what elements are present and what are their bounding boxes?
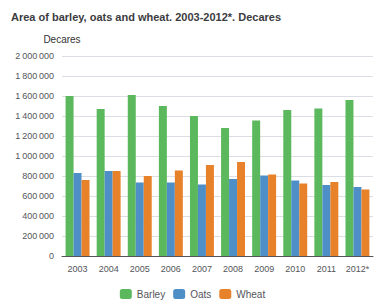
svg-text:1 400 000: 1 400 000 — [15, 111, 54, 121]
svg-text:2004: 2004 — [99, 264, 119, 274]
svg-text:800 000: 800 000 — [22, 171, 54, 181]
svg-text:2 000 000: 2 000 000 — [15, 51, 54, 61]
svg-text:2012*: 2012* — [346, 264, 370, 274]
svg-text:1 000 000: 1 000 000 — [15, 151, 54, 161]
svg-text:2003: 2003 — [68, 264, 88, 274]
svg-text:1 200 000: 1 200 000 — [15, 131, 54, 141]
svg-text:2011: 2011 — [317, 264, 336, 274]
svg-text:2008: 2008 — [223, 264, 243, 274]
svg-text:1 800 000: 1 800 000 — [15, 71, 54, 81]
svg-text:Area of barley, oats and wheat: Area of barley, oats and wheat. 2003-201… — [11, 11, 281, 23]
svg-text:2010: 2010 — [285, 264, 305, 274]
svg-text:2006: 2006 — [161, 264, 181, 274]
svg-text:600 000: 600 000 — [22, 191, 54, 201]
svg-text:Decares: Decares — [43, 34, 80, 45]
svg-text:2005: 2005 — [130, 264, 150, 274]
svg-text:2009: 2009 — [254, 264, 274, 274]
svg-text:Wheat: Wheat — [236, 289, 265, 300]
svg-text:0: 0 — [49, 251, 54, 261]
svg-text:Oats: Oats — [190, 289, 211, 300]
svg-text:200 000: 200 000 — [22, 231, 54, 241]
svg-text:Barley: Barley — [137, 289, 165, 300]
svg-text:2007: 2007 — [192, 264, 212, 274]
svg-text:400 000: 400 000 — [22, 211, 54, 221]
svg-text:1 600 000: 1 600 000 — [15, 91, 54, 101]
